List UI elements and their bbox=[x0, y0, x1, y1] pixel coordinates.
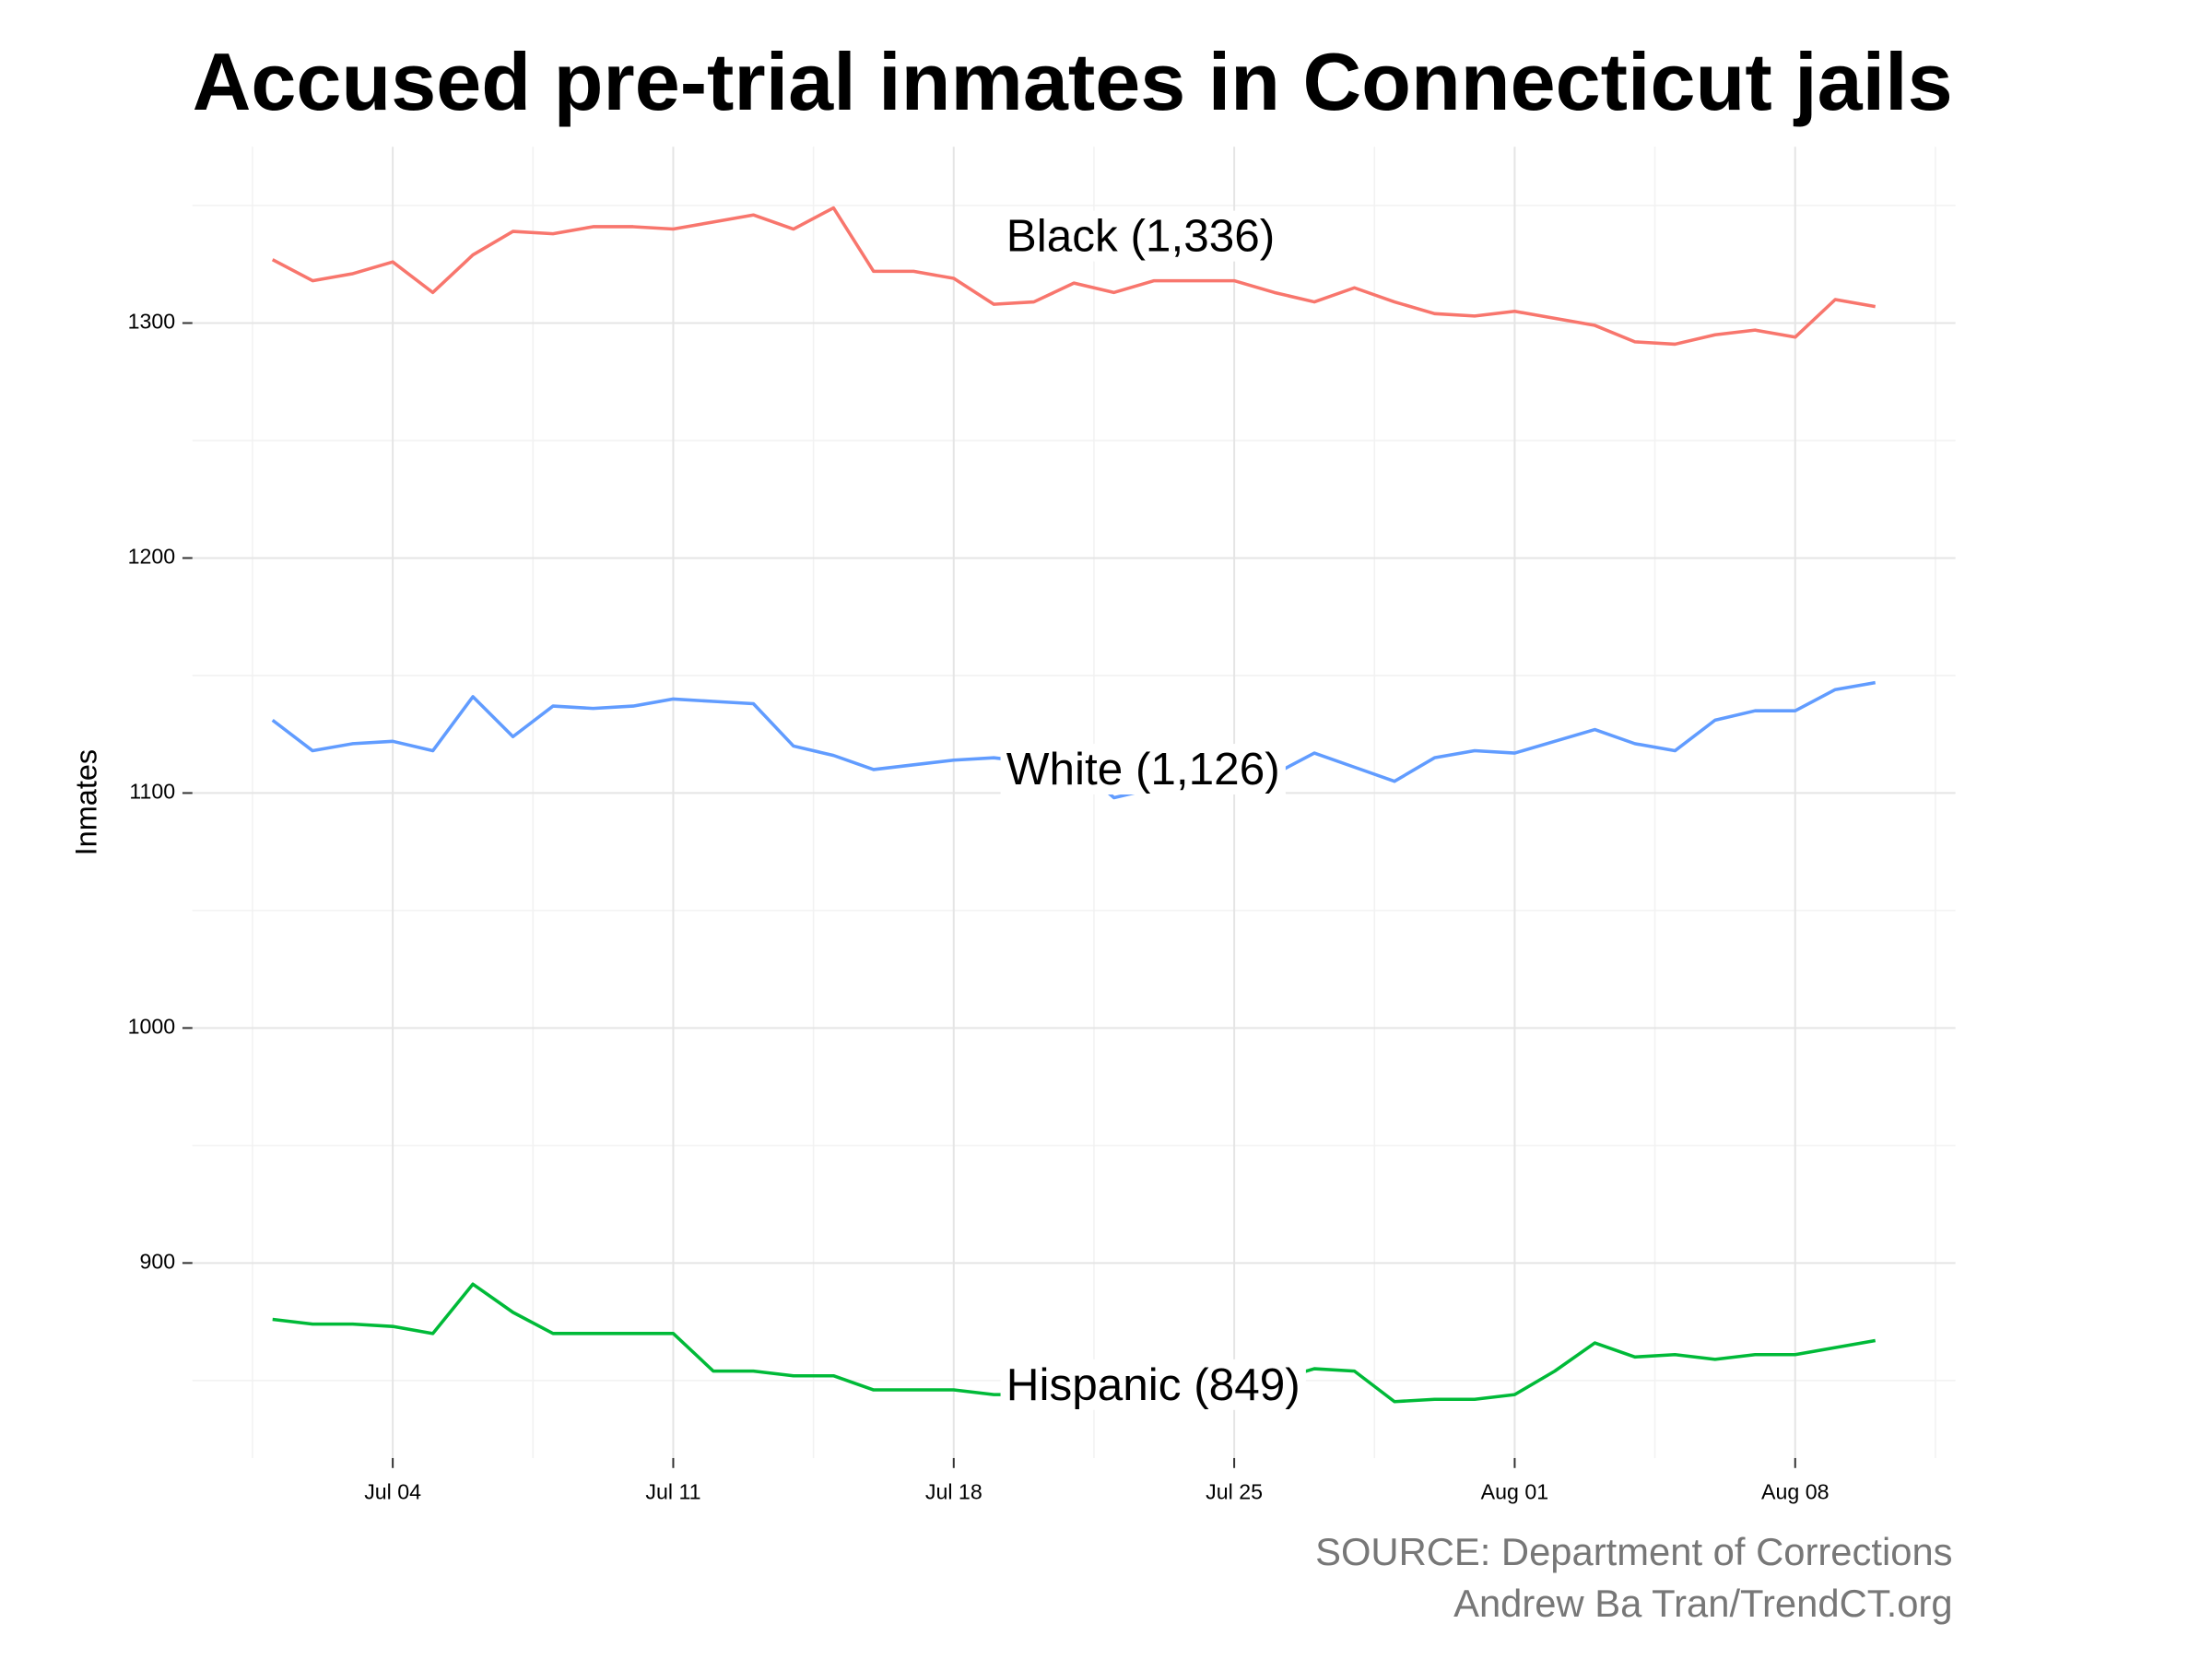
series-label: Hispanic (849) bbox=[1006, 1359, 1300, 1410]
x-tick-label: Jul 11 bbox=[645, 1480, 700, 1504]
y-tick-label: 1100 bbox=[129, 780, 175, 804]
y-tick-label: 1000 bbox=[128, 1015, 176, 1039]
series-line bbox=[271, 206, 1877, 347]
series-label: White (1,126) bbox=[1006, 744, 1280, 794]
x-tick-label: Jul 04 bbox=[364, 1480, 421, 1504]
y-tick-label: 1200 bbox=[128, 545, 176, 569]
series-label: Black (1,336) bbox=[1006, 211, 1275, 262]
chart-title: Accused pre-trial inmates in Connecticut… bbox=[193, 36, 1953, 127]
y-tick-label: 900 bbox=[140, 1249, 176, 1273]
label-background bbox=[1000, 210, 1281, 262]
x-tick-label: Jul 25 bbox=[1206, 1480, 1263, 1504]
label-background bbox=[1000, 744, 1286, 795]
x-tick-label: Jul 18 bbox=[925, 1480, 982, 1504]
y-tick-label: 1300 bbox=[128, 310, 176, 334]
x-tick-label: Aug 08 bbox=[1761, 1480, 1830, 1504]
x-tick-label: Aug 01 bbox=[1481, 1480, 1549, 1504]
credit: Andrew Ba Tran/TrendCT.org bbox=[1453, 1582, 1952, 1625]
source: SOURCE: Department of Corrections bbox=[1315, 1530, 1952, 1573]
y-axis-label: Inmates bbox=[69, 749, 102, 855]
label-background bbox=[1000, 1359, 1306, 1410]
